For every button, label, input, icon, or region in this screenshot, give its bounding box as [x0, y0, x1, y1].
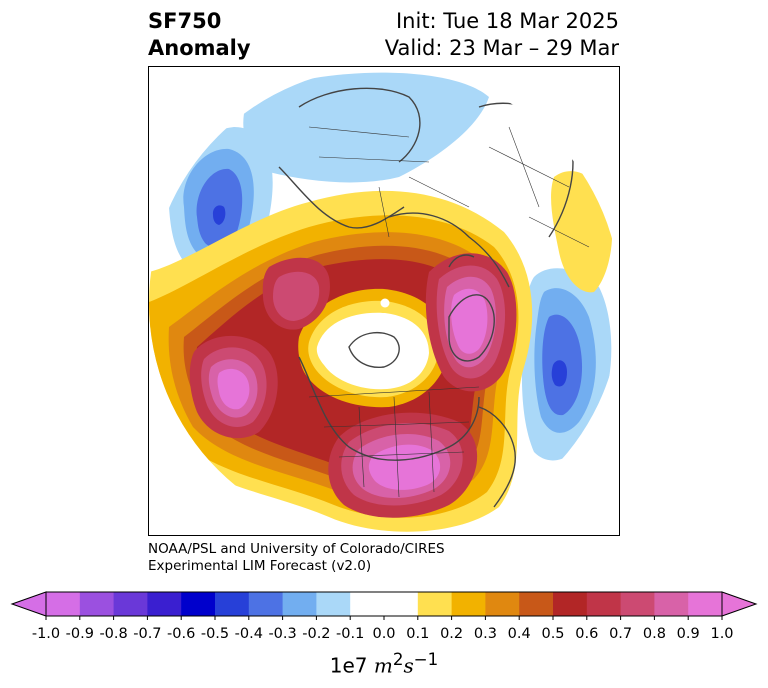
colorbar-units: 1e7 m2s−1: [0, 650, 768, 678]
political-borders: [308, 126, 590, 498]
colorbar-extend-min-arrow: [10, 591, 47, 617]
colorbar-tick-label: -0.2: [302, 626, 331, 642]
colorbar: [10, 591, 758, 620]
anomaly-map: [149, 67, 619, 535]
coastlines: [278, 87, 574, 508]
init-date: Init: Tue 18 Mar 2025: [395, 9, 619, 33]
positive-center-barents: [425, 253, 517, 392]
colorbar-tick-label: 0.2: [440, 626, 464, 642]
colorbar-tick-label: 0.0: [372, 626, 396, 642]
polar-neutral-region: [298, 288, 449, 408]
colorbar-tick-label: 0.9: [676, 626, 700, 642]
variable-name: SF750: [148, 9, 222, 33]
positive-center-eastern-us: [328, 412, 478, 518]
colorbar-segment: [620, 592, 655, 616]
colorbar-tick-label: -0.8: [99, 626, 128, 642]
colorbar-segment: [519, 592, 554, 616]
units-exp-s: −1: [413, 650, 439, 669]
colorbar-tick-label: -0.1: [336, 626, 365, 642]
colorbar-segment: [553, 592, 588, 616]
colorbar-tick-label: -1.0: [31, 626, 61, 642]
colorbar-tick-label: -0.3: [268, 626, 297, 642]
north-pole-marker: [380, 298, 390, 308]
colorbar-tick-label: -0.6: [167, 626, 196, 642]
colorbar-segment: [451, 592, 486, 616]
colorbar-segment: [384, 592, 419, 616]
colorbar-segment: [688, 592, 723, 616]
colorbar-tick-label: -0.4: [234, 626, 263, 642]
units-exp-m: 2: [392, 650, 404, 669]
colorbar-segment: [215, 592, 250, 616]
negative-anomaly-north: [243, 72, 489, 183]
colorbar-ticks: [45, 616, 723, 620]
colorbar-extend-max-arrow: [721, 591, 758, 617]
colorbar-segment: [417, 592, 453, 616]
colorbar-segments: [45, 591, 723, 617]
units-s: s: [403, 653, 414, 678]
colorbar-tick-label: 0.3: [473, 626, 497, 642]
colorbar-segment: [113, 592, 148, 616]
colorbar-tick-label: -0.5: [200, 626, 230, 642]
valid-range: Valid: 23 Mar – 29 Mar: [384, 36, 619, 60]
colorbar-segment: [79, 592, 115, 616]
map-panel: [148, 66, 620, 536]
colorbar-tick-label: 0.4: [507, 626, 531, 642]
colorbar-tick-label: 0.7: [609, 626, 633, 642]
credit-line-2: Experimental LIM Forecast (v2.0): [148, 558, 372, 574]
colorbar-tick-label: 0.5: [541, 626, 565, 642]
map-title-left: SF750 Anomaly: [148, 8, 251, 62]
field-type: Anomaly: [148, 36, 251, 60]
colorbar-tick-label: 0.8: [642, 626, 666, 642]
map-title-right: Init: Tue 18 Mar 2025 Valid: 23 Mar – 29…: [385, 8, 619, 62]
colorbar-tick-label: 0.6: [575, 626, 599, 642]
colorbar-segment: [147, 592, 182, 616]
colorbar-segment: [350, 592, 385, 616]
positive-center-west-pacific: [189, 335, 278, 439]
colorbar-segment: [316, 592, 351, 616]
colorbar-tick-label: -0.9: [65, 626, 94, 642]
credit-line-1: NOAA/PSL and University of Colorado/CIRE…: [148, 541, 445, 557]
colorbar-segment: [181, 592, 216, 616]
colorbar-tick-label: 0.1: [406, 626, 430, 642]
colorbar-tick-label: -0.7: [133, 626, 162, 642]
colorbar-segment: [654, 592, 689, 616]
colorbar-segment: [586, 592, 622, 616]
positive-center-north-pacific: [262, 257, 330, 330]
negative-anomaly-east: [521, 268, 612, 461]
colorbar-segment: [46, 592, 81, 616]
colorbar-segment: [485, 592, 520, 616]
colorbar-tick-label: 1.0: [710, 626, 734, 642]
colorbar-segment: [248, 592, 284, 616]
units-scale: 1e7: [329, 653, 368, 678]
colorbar-segment: [282, 592, 317, 616]
units-m: m: [373, 653, 393, 678]
credit-text: NOAA/PSL and University of Colorado/CIRE…: [148, 541, 445, 575]
